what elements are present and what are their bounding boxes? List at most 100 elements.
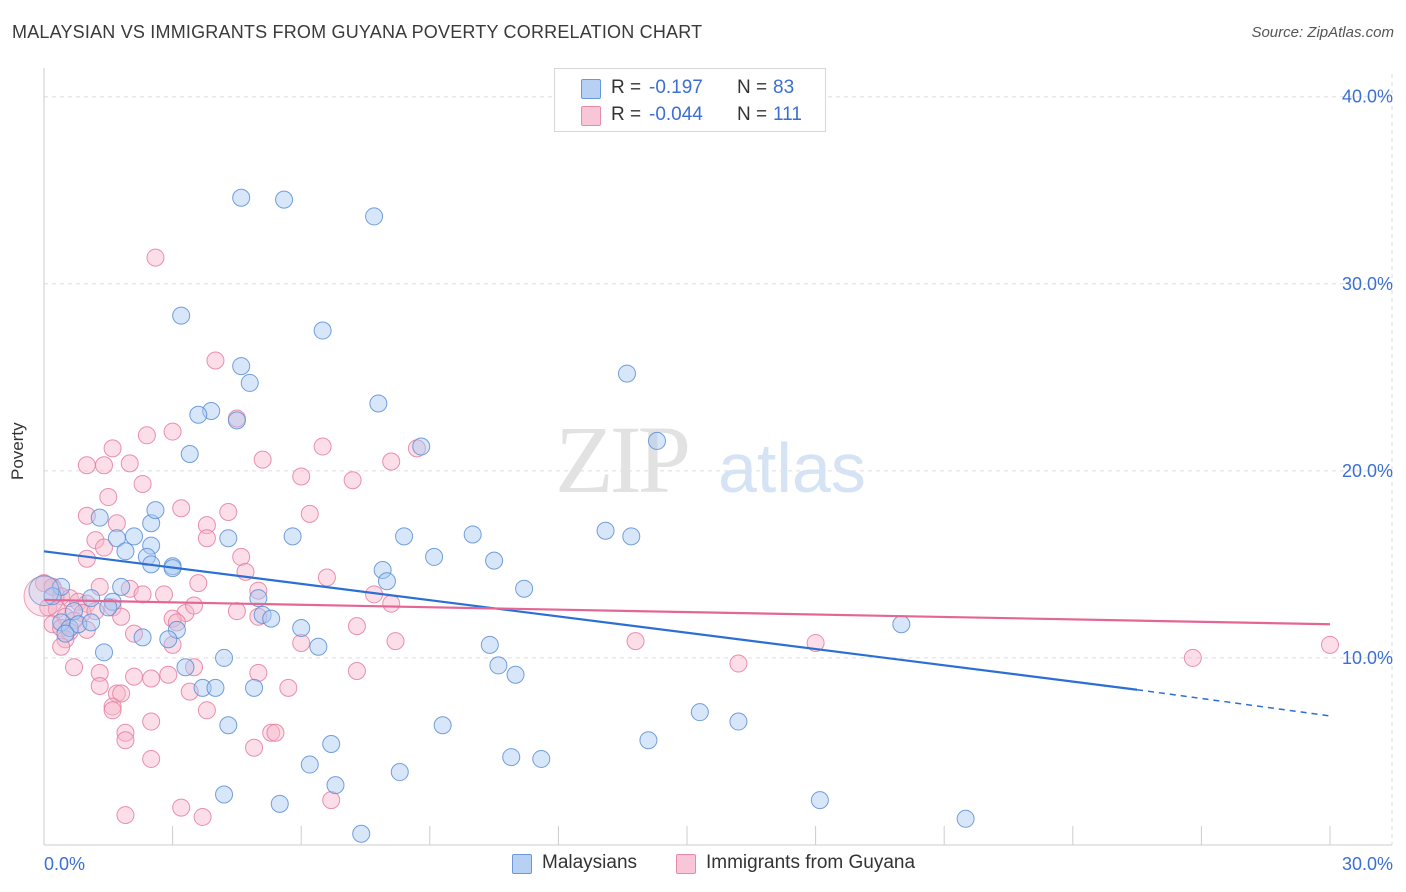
y-tick-label: 10.0%: [1342, 648, 1393, 668]
data-point: [382, 452, 401, 471]
data-point: [806, 633, 825, 652]
data-point: [65, 658, 84, 677]
data-point: [133, 474, 152, 493]
y-tick-label: 40.0%: [1342, 87, 1393, 107]
data-point: [292, 633, 311, 652]
data-point: [433, 716, 452, 735]
y-tick-label: 20.0%: [1342, 461, 1393, 481]
data-point: [232, 188, 251, 207]
data-point: [90, 508, 109, 527]
data-point: [279, 678, 298, 697]
data-point: [77, 549, 96, 568]
data-point: [275, 190, 294, 209]
data-point: [377, 572, 396, 591]
data-point: [133, 585, 152, 604]
data-point: [390, 763, 409, 782]
data-point: [163, 422, 182, 441]
data-point: [155, 585, 174, 604]
data-point: [172, 306, 191, 325]
data-point: [810, 791, 829, 810]
chart-title: MALAYSIAN VS IMMIGRANTS FROM GUYANA POVE…: [12, 22, 703, 42]
data-point: [245, 738, 264, 757]
data-point: [215, 785, 234, 804]
data-point: [313, 321, 332, 340]
data-point: [386, 632, 405, 651]
data-point: [227, 411, 246, 430]
data-point: [146, 248, 165, 267]
data-point: [729, 654, 748, 673]
data-point: [185, 596, 204, 615]
data-point: [219, 716, 238, 735]
data-point: [1183, 648, 1202, 667]
data-point: [292, 618, 311, 637]
data-point: [206, 678, 225, 697]
data-point: [142, 536, 161, 555]
data-point: [253, 605, 272, 624]
data-point: [266, 723, 285, 742]
data-point: [245, 678, 264, 697]
data-point: [142, 712, 161, 731]
data-point-large: [28, 575, 60, 607]
data-point: [112, 684, 131, 703]
data-point: [382, 594, 401, 613]
n-value: 111: [773, 104, 802, 125]
data-point: [99, 488, 118, 507]
data-point: [617, 364, 636, 383]
data-point: [309, 637, 328, 656]
data-point: [103, 439, 122, 458]
data-point: [347, 617, 366, 636]
data-point: [480, 635, 499, 654]
data-point: [103, 701, 122, 720]
data-point: [240, 373, 259, 392]
data-point: [125, 624, 144, 643]
data-point: [270, 794, 289, 813]
data-point: [463, 525, 482, 544]
data-point: [292, 467, 311, 486]
data-point: [112, 577, 131, 596]
data-point: [56, 624, 75, 643]
data-point: [197, 529, 216, 548]
malaysian-points: [28, 188, 975, 843]
data-point: [116, 731, 135, 750]
data-point: [300, 504, 319, 523]
data-point: [343, 471, 362, 490]
data-point: [317, 568, 336, 587]
blue-swatch: [581, 79, 601, 99]
data-point: [116, 723, 135, 742]
data-point: [107, 529, 126, 548]
tick-labels: 10.0% 20.0% 30.0% 40.0% 0.0% 30.0%: [44, 87, 1393, 874]
data-point: [215, 648, 234, 667]
data-point: [197, 701, 216, 720]
r-label: R =: [611, 77, 642, 98]
data-point: [112, 607, 131, 626]
source-label: Source: ZipAtlas.com: [1251, 24, 1394, 41]
data-point: [206, 351, 225, 370]
data-point: [133, 628, 152, 647]
r-value: -0.044: [649, 104, 703, 125]
data-point: [647, 431, 666, 450]
data-point: [99, 598, 118, 617]
data-point: [956, 809, 975, 828]
n-value: 83: [773, 77, 795, 98]
data-point: [137, 426, 156, 445]
data-point: [95, 538, 114, 557]
data-point: [146, 501, 165, 520]
data-point: [425, 547, 444, 566]
data-point: [626, 632, 645, 651]
blue-swatch: [512, 854, 532, 874]
data-point: [373, 561, 392, 580]
data-point: [232, 357, 251, 376]
data-point: [322, 734, 341, 753]
data-point: [253, 450, 272, 469]
data-point: [176, 658, 195, 677]
data-point: [90, 663, 109, 682]
x-tick-label: 30.0%: [1342, 854, 1393, 874]
data-point: [142, 669, 161, 688]
watermark-zip: ZIP: [555, 406, 688, 513]
data-point: [395, 527, 414, 546]
pink-swatch: [581, 106, 601, 126]
data-point: [515, 579, 534, 598]
n-label: N =: [737, 77, 768, 98]
data-point: [180, 445, 199, 464]
